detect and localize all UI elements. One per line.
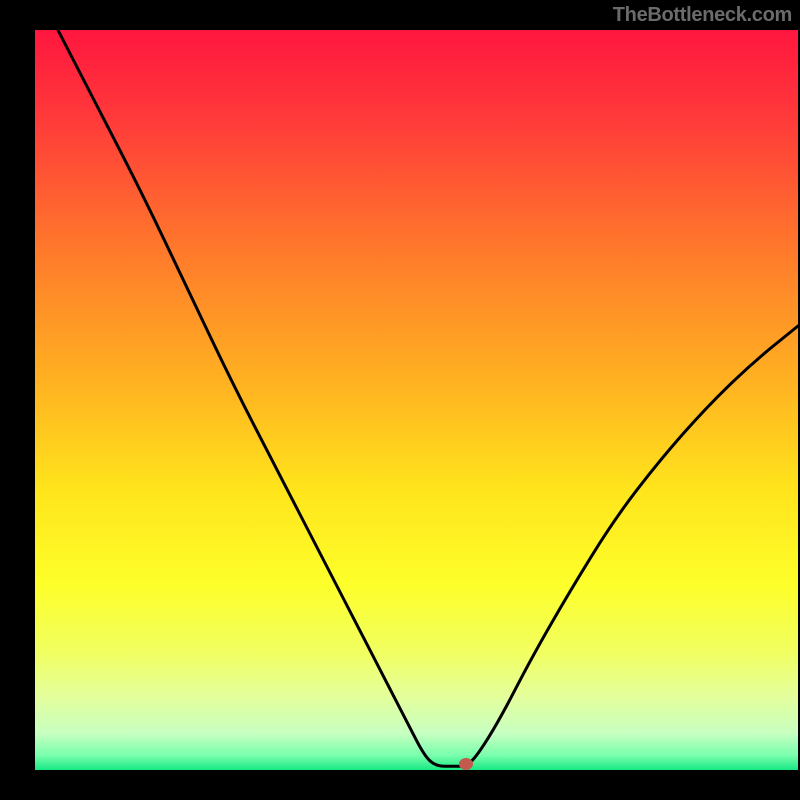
plot-area	[35, 30, 798, 770]
chart-container: TheBottleneck.com	[0, 0, 800, 800]
bottleneck-curve	[35, 30, 798, 770]
watermark-text: TheBottleneck.com	[613, 4, 792, 27]
minimum-marker	[459, 758, 473, 770]
